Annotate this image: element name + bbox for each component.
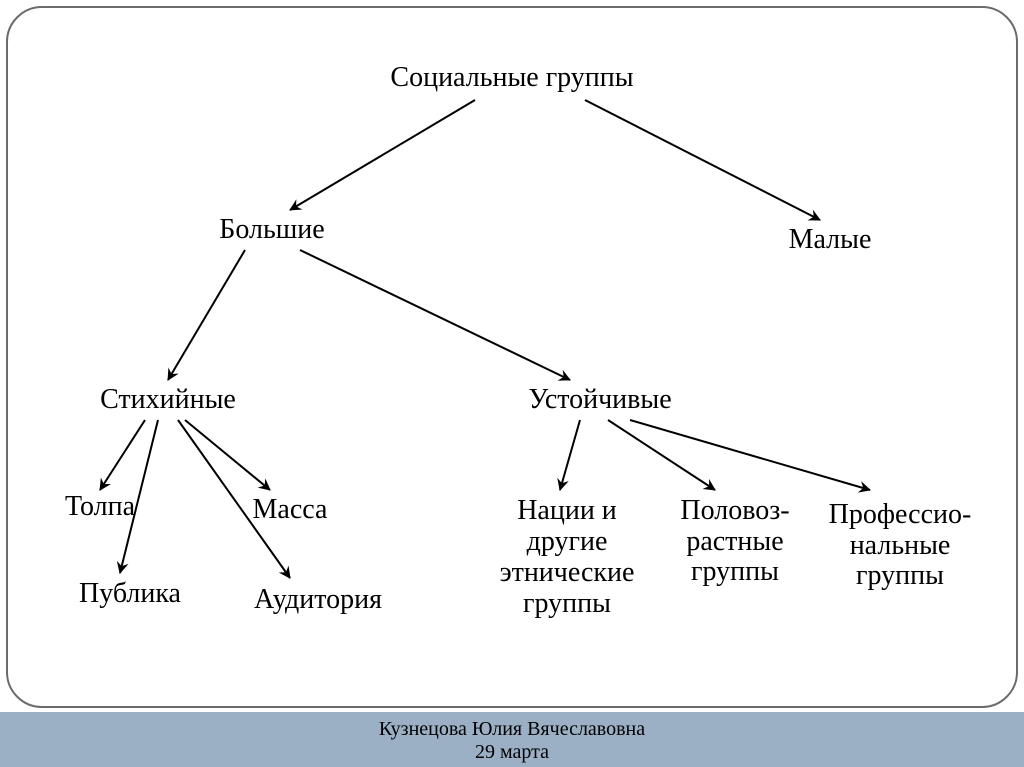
tree-node-stable: Устойчивые <box>528 385 671 416</box>
footer-date: 29 марта <box>0 741 1024 764</box>
tree-node-genderage: Половоз- растные группы <box>680 496 789 588</box>
tree-node-crowd: Толпа <box>65 492 135 523</box>
footer-bar: Кузнецова Юлия Вячеславовна 29 марта <box>0 712 1024 767</box>
tree-node-small: Малые <box>789 225 872 256</box>
tree-node-root: Социальные группы <box>390 63 633 94</box>
tree-node-big: Большие <box>219 215 324 246</box>
tree-node-spont: Стихийные <box>100 385 236 416</box>
tree-node-public: Публика <box>79 579 181 610</box>
tree-node-prof: Профессио- нальные группы <box>829 500 972 592</box>
tree-node-nations: Нации и другие этнические группы <box>500 496 635 619</box>
footer-author: Кузнецова Юлия Вячеславовна <box>0 718 1024 741</box>
tree-node-aud: Аудитория <box>254 585 382 616</box>
tree-node-mass: Масса <box>253 495 328 526</box>
